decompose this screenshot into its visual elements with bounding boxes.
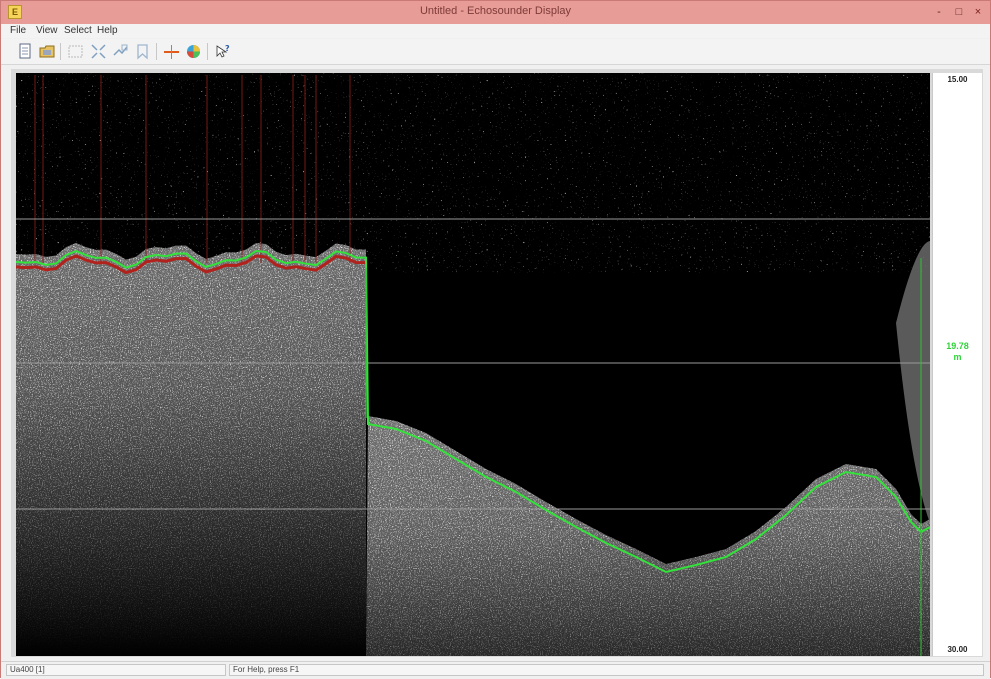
scale-top-value: 15.00 [947, 75, 968, 84]
seabed-left [16, 243, 366, 656]
echogram-canvas[interactable] [15, 73, 931, 656]
new-file-icon[interactable] [17, 43, 34, 60]
window-title: Untitled - Echosounder Display [419, 5, 572, 17]
status-pane-left: Ua400 [1] [6, 664, 226, 676]
menu-select[interactable]: Select [64, 25, 92, 36]
echogram-view[interactable] [15, 73, 931, 656]
svg-text:?: ? [225, 44, 230, 53]
maximize-button[interactable]: □ [955, 6, 963, 18]
color-palette-icon[interactable] [185, 43, 202, 60]
status-bar: Ua400 [1] For Help, press F1 [1, 661, 990, 679]
menu-file[interactable]: File [10, 25, 27, 36]
depth-scale: 15.00 19.78 m 30.00 [932, 73, 982, 656]
scale-bottom-value: 30.00 [947, 645, 968, 654]
bottom-detection-line[interactable] [15, 249, 931, 574]
bookmark-icon[interactable] [134, 43, 151, 60]
minimize-button[interactable]: - [937, 6, 941, 18]
zoom-region-icon[interactable] [112, 43, 129, 60]
alternate-bottom-line[interactable] [15, 254, 367, 275]
app-icon[interactable]: E [8, 5, 22, 19]
zoom-fit-icon[interactable] [90, 43, 107, 60]
help-context-icon[interactable]: ? [214, 43, 231, 60]
cursor-depth-readout: 19.78 m [933, 341, 982, 363]
bottom-track-icon[interactable] [163, 43, 180, 60]
select-rectangle-icon[interactable] [67, 43, 84, 60]
close-button[interactable]: × [974, 6, 982, 18]
water-column-noise [16, 73, 930, 273]
cursor-depth-unit: m [953, 352, 962, 362]
title-bar[interactable]: E Untitled - Echosounder Display - □ × [1, 1, 990, 24]
status-pane-help: For Help, press F1 [229, 664, 984, 676]
toolbar: ? [1, 39, 990, 65]
menu-help[interactable]: Help [97, 25, 118, 36]
cursor-depth-value: 19.78 [946, 341, 969, 351]
menu-bar: File View Select Help [1, 24, 990, 38]
annotation-marker-group [34, 75, 351, 263]
open-file-icon[interactable] [39, 43, 56, 60]
menu-view[interactable]: View [36, 25, 58, 36]
